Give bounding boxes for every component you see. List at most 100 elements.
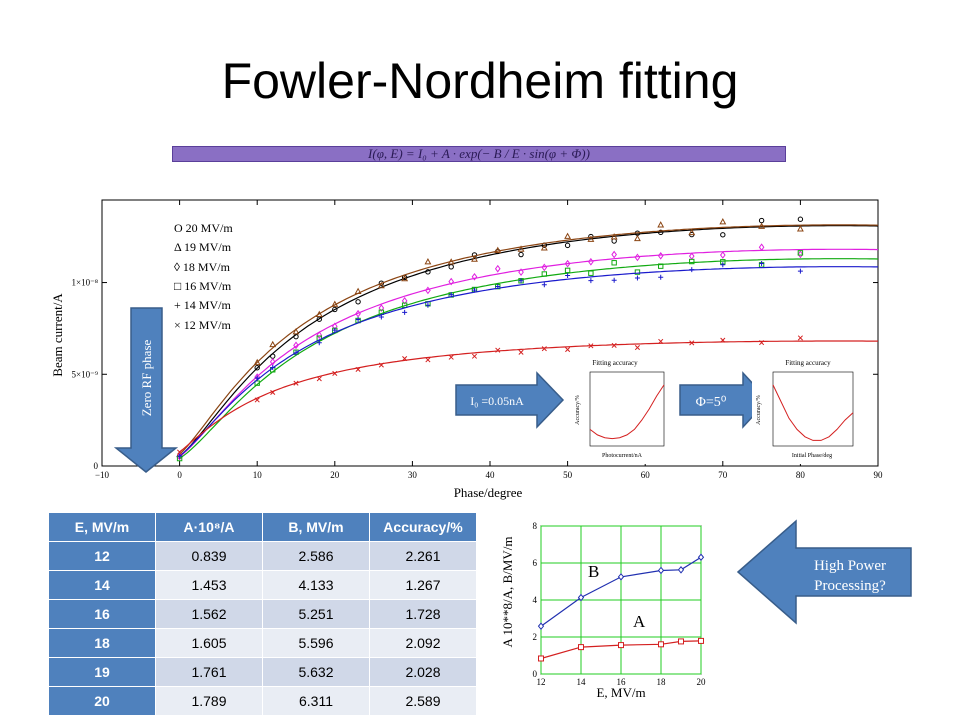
- x-tick-label: 20: [330, 470, 340, 480]
- ab-point-B: [657, 566, 665, 575]
- data-point: [634, 234, 641, 242]
- data-point: [588, 270, 594, 276]
- data-point: [448, 292, 454, 298]
- ab-point-A: [618, 642, 624, 649]
- ab-y-tick-label: 0: [533, 669, 538, 679]
- data-point: [377, 281, 385, 289]
- data-point: [269, 340, 277, 348]
- data-point: [564, 232, 572, 239]
- legend-item-19: Δ 19 MV/m: [174, 240, 232, 254]
- data-point: [758, 222, 766, 229]
- data-point: [254, 380, 260, 386]
- data-point: [797, 335, 803, 341]
- x-tick-label: 80: [796, 470, 806, 480]
- cell-accuracy: 2.261: [369, 541, 477, 571]
- hpp-label-line2: Processing?: [814, 578, 886, 594]
- ab-point-A: [678, 638, 684, 645]
- data-point: [759, 340, 765, 346]
- data-point: [689, 258, 695, 265]
- i0-label: I₀ =0.05nA: [470, 394, 524, 408]
- data-point: [720, 337, 726, 343]
- cell-e: 18: [48, 628, 156, 658]
- data-point: [541, 346, 547, 352]
- data-point: [518, 251, 524, 258]
- data-point: [316, 331, 323, 339]
- inset1-xlabel: Photocurrent/nA: [602, 453, 643, 459]
- data-point: [292, 327, 300, 335]
- data-point: [471, 287, 477, 293]
- ab-point-A: [578, 644, 584, 651]
- cell-a: 1.761: [155, 657, 263, 687]
- data-point: [796, 225, 804, 232]
- cell-accuracy: 2.092: [369, 628, 477, 658]
- data-point: [254, 397, 260, 403]
- data-point: [402, 355, 408, 362]
- slide-title: Fowler-Nordheim fitting: [221, 53, 739, 109]
- data-point: [541, 271, 548, 277]
- data-point: [448, 277, 455, 286]
- data-point: [270, 389, 276, 395]
- hpp-label-line1: High Power: [814, 558, 886, 574]
- cell-b: 5.632: [262, 657, 370, 687]
- inset-frame: [589, 371, 665, 447]
- ab-x-tick-label: 16: [617, 677, 627, 687]
- y-tick-label: 5×10⁻⁹: [72, 369, 98, 379]
- cell-b: 5.596: [262, 628, 370, 658]
- data-point: [471, 255, 478, 262]
- data-point: [332, 306, 338, 313]
- inset-accuracy-photocurrent: Fitting accuracy Photocurrent/nA Accurac…: [569, 356, 674, 464]
- data-point: [610, 233, 618, 240]
- ab-line-A: [540, 640, 702, 660]
- zero-rf-phase-arrow: Zero RF phase: [113, 307, 179, 473]
- zero-rf-phase-label: Zero RF phase: [139, 340, 154, 417]
- cell-e: 19: [48, 657, 156, 687]
- cell-a: 0.839: [155, 541, 263, 571]
- inset1-title: Fitting accuracy: [592, 359, 638, 367]
- inset-curve: [589, 384, 665, 440]
- data-point: [797, 250, 804, 256]
- data-point: [471, 353, 478, 359]
- data-point: [293, 341, 299, 350]
- data-point: [540, 244, 548, 251]
- data-point: [354, 287, 362, 294]
- x-tick-label: 90: [874, 470, 884, 480]
- x-tick-label: −10: [95, 470, 110, 480]
- table-row: 19 1.761 5.632 2.028: [48, 657, 477, 687]
- ab-point-B: [617, 573, 625, 581]
- cell-accuracy: 1.728: [369, 599, 477, 629]
- col-header-e: E, MV/m: [48, 512, 156, 542]
- data-point: [448, 264, 454, 270]
- data-point: [797, 268, 803, 274]
- data-point: [634, 253, 641, 262]
- data-point: [611, 260, 617, 266]
- data-point: [402, 309, 408, 315]
- legend-item-14: + 14 MV/m: [174, 298, 231, 312]
- data-point: [355, 317, 361, 323]
- data-point: [657, 221, 665, 228]
- x-tick-label: 40: [486, 470, 496, 480]
- data-point: [254, 375, 260, 381]
- ab-x-tick-label: 18: [657, 677, 667, 687]
- data-point: [293, 350, 299, 356]
- data-point: [425, 357, 431, 363]
- ab-y-axis-label: A 10**8/A, B/MV/m: [500, 537, 515, 648]
- cell-e: 12: [48, 541, 156, 571]
- data-point: [448, 354, 454, 360]
- data-point: [316, 376, 322, 382]
- inset-accuracy-phase: Fitting accuracy Initial Phase/deg Accur…: [752, 356, 862, 464]
- data-point: [611, 277, 617, 283]
- ab-line-B: [540, 556, 702, 627]
- data-point: [689, 267, 695, 273]
- cell-accuracy: 2.028: [369, 657, 477, 687]
- data-point: [332, 327, 338, 333]
- data-point: [378, 314, 384, 320]
- ab-y-tick-label: 8: [533, 521, 538, 531]
- cell-e: 20: [48, 686, 156, 716]
- data-point: [688, 252, 695, 261]
- data-point: [253, 358, 261, 366]
- data-point: [332, 370, 338, 377]
- data-point: [293, 380, 299, 386]
- data-point: [401, 274, 409, 282]
- high-power-processing-arrow: High Power Processing?: [736, 519, 912, 625]
- cell-accuracy: 1.267: [369, 570, 477, 600]
